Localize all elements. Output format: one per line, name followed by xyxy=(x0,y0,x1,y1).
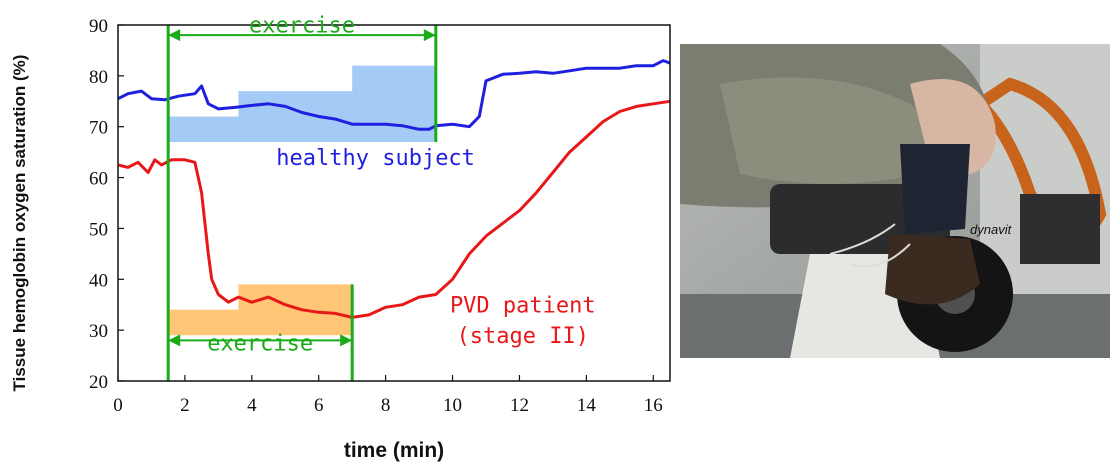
y-axis-label: Tissue hemoglobin oxygen saturation (%) xyxy=(10,55,29,392)
plot-frame xyxy=(117,24,671,382)
arrow-head-right-1 xyxy=(340,334,353,347)
y-tick-label-2: 40 xyxy=(89,270,108,291)
series-line-0 xyxy=(117,59,671,131)
y-tick-label-4: 60 xyxy=(89,169,108,190)
y-tick-label-7: 90 xyxy=(89,16,108,37)
y-tick-label-0: 20 xyxy=(89,372,108,393)
x-tick-label-7: 14 xyxy=(577,395,597,416)
x-tick-label-2: 4 xyxy=(247,395,257,416)
arrow-head-left-0 xyxy=(168,29,181,42)
annotation-2: exercise xyxy=(207,331,313,356)
y-tick-label-1: 30 xyxy=(89,321,108,342)
annotation-1: healthy subject xyxy=(276,146,475,171)
svg-text:dynavit: dynavit xyxy=(970,222,1013,237)
x-axis-label: time (min) xyxy=(344,439,444,462)
y-tick-label-3: 50 xyxy=(89,219,108,240)
x-tick-label-1: 2 xyxy=(180,395,190,416)
series-lines xyxy=(117,59,671,319)
exercise-bike-photo: dynavit xyxy=(680,44,1110,358)
annotation-0: exercise xyxy=(249,14,355,39)
x-tick-label-3: 6 xyxy=(314,395,324,416)
annotation-3: PVD patient xyxy=(450,293,596,318)
annotations: exercise healthy subject exercise PVD patie… xyxy=(207,14,595,357)
axis-ticks: 0 2 4 6 8 10 12 14 16 20 30 40 50 60 70 80 90 xyxy=(89,16,663,416)
x-tick-label-0: 0 xyxy=(113,395,123,416)
x-tick-label-6: 12 xyxy=(510,395,529,416)
arrow-head-right-0 xyxy=(423,29,436,42)
series-line-1 xyxy=(117,99,671,319)
y-tick-label-5: 70 xyxy=(89,118,108,139)
annotation-4: (stage II) xyxy=(457,324,589,349)
exercise-shaded-region-1 xyxy=(168,284,353,336)
exercise-markers xyxy=(166,25,438,381)
y-tick-label-6: 80 xyxy=(89,67,108,88)
arrow-head-left-1 xyxy=(168,334,181,347)
x-tick-label-4: 8 xyxy=(381,395,391,416)
exercise-arrows xyxy=(168,29,436,347)
shaded-regions xyxy=(168,65,436,336)
x-tick-label-8: 16 xyxy=(644,395,663,416)
chart: 0 2 4 6 8 10 12 14 16 20 30 40 50 60 70 80 90 exercise he… xyxy=(10,14,671,462)
x-tick-label-5: 10 xyxy=(443,395,462,416)
